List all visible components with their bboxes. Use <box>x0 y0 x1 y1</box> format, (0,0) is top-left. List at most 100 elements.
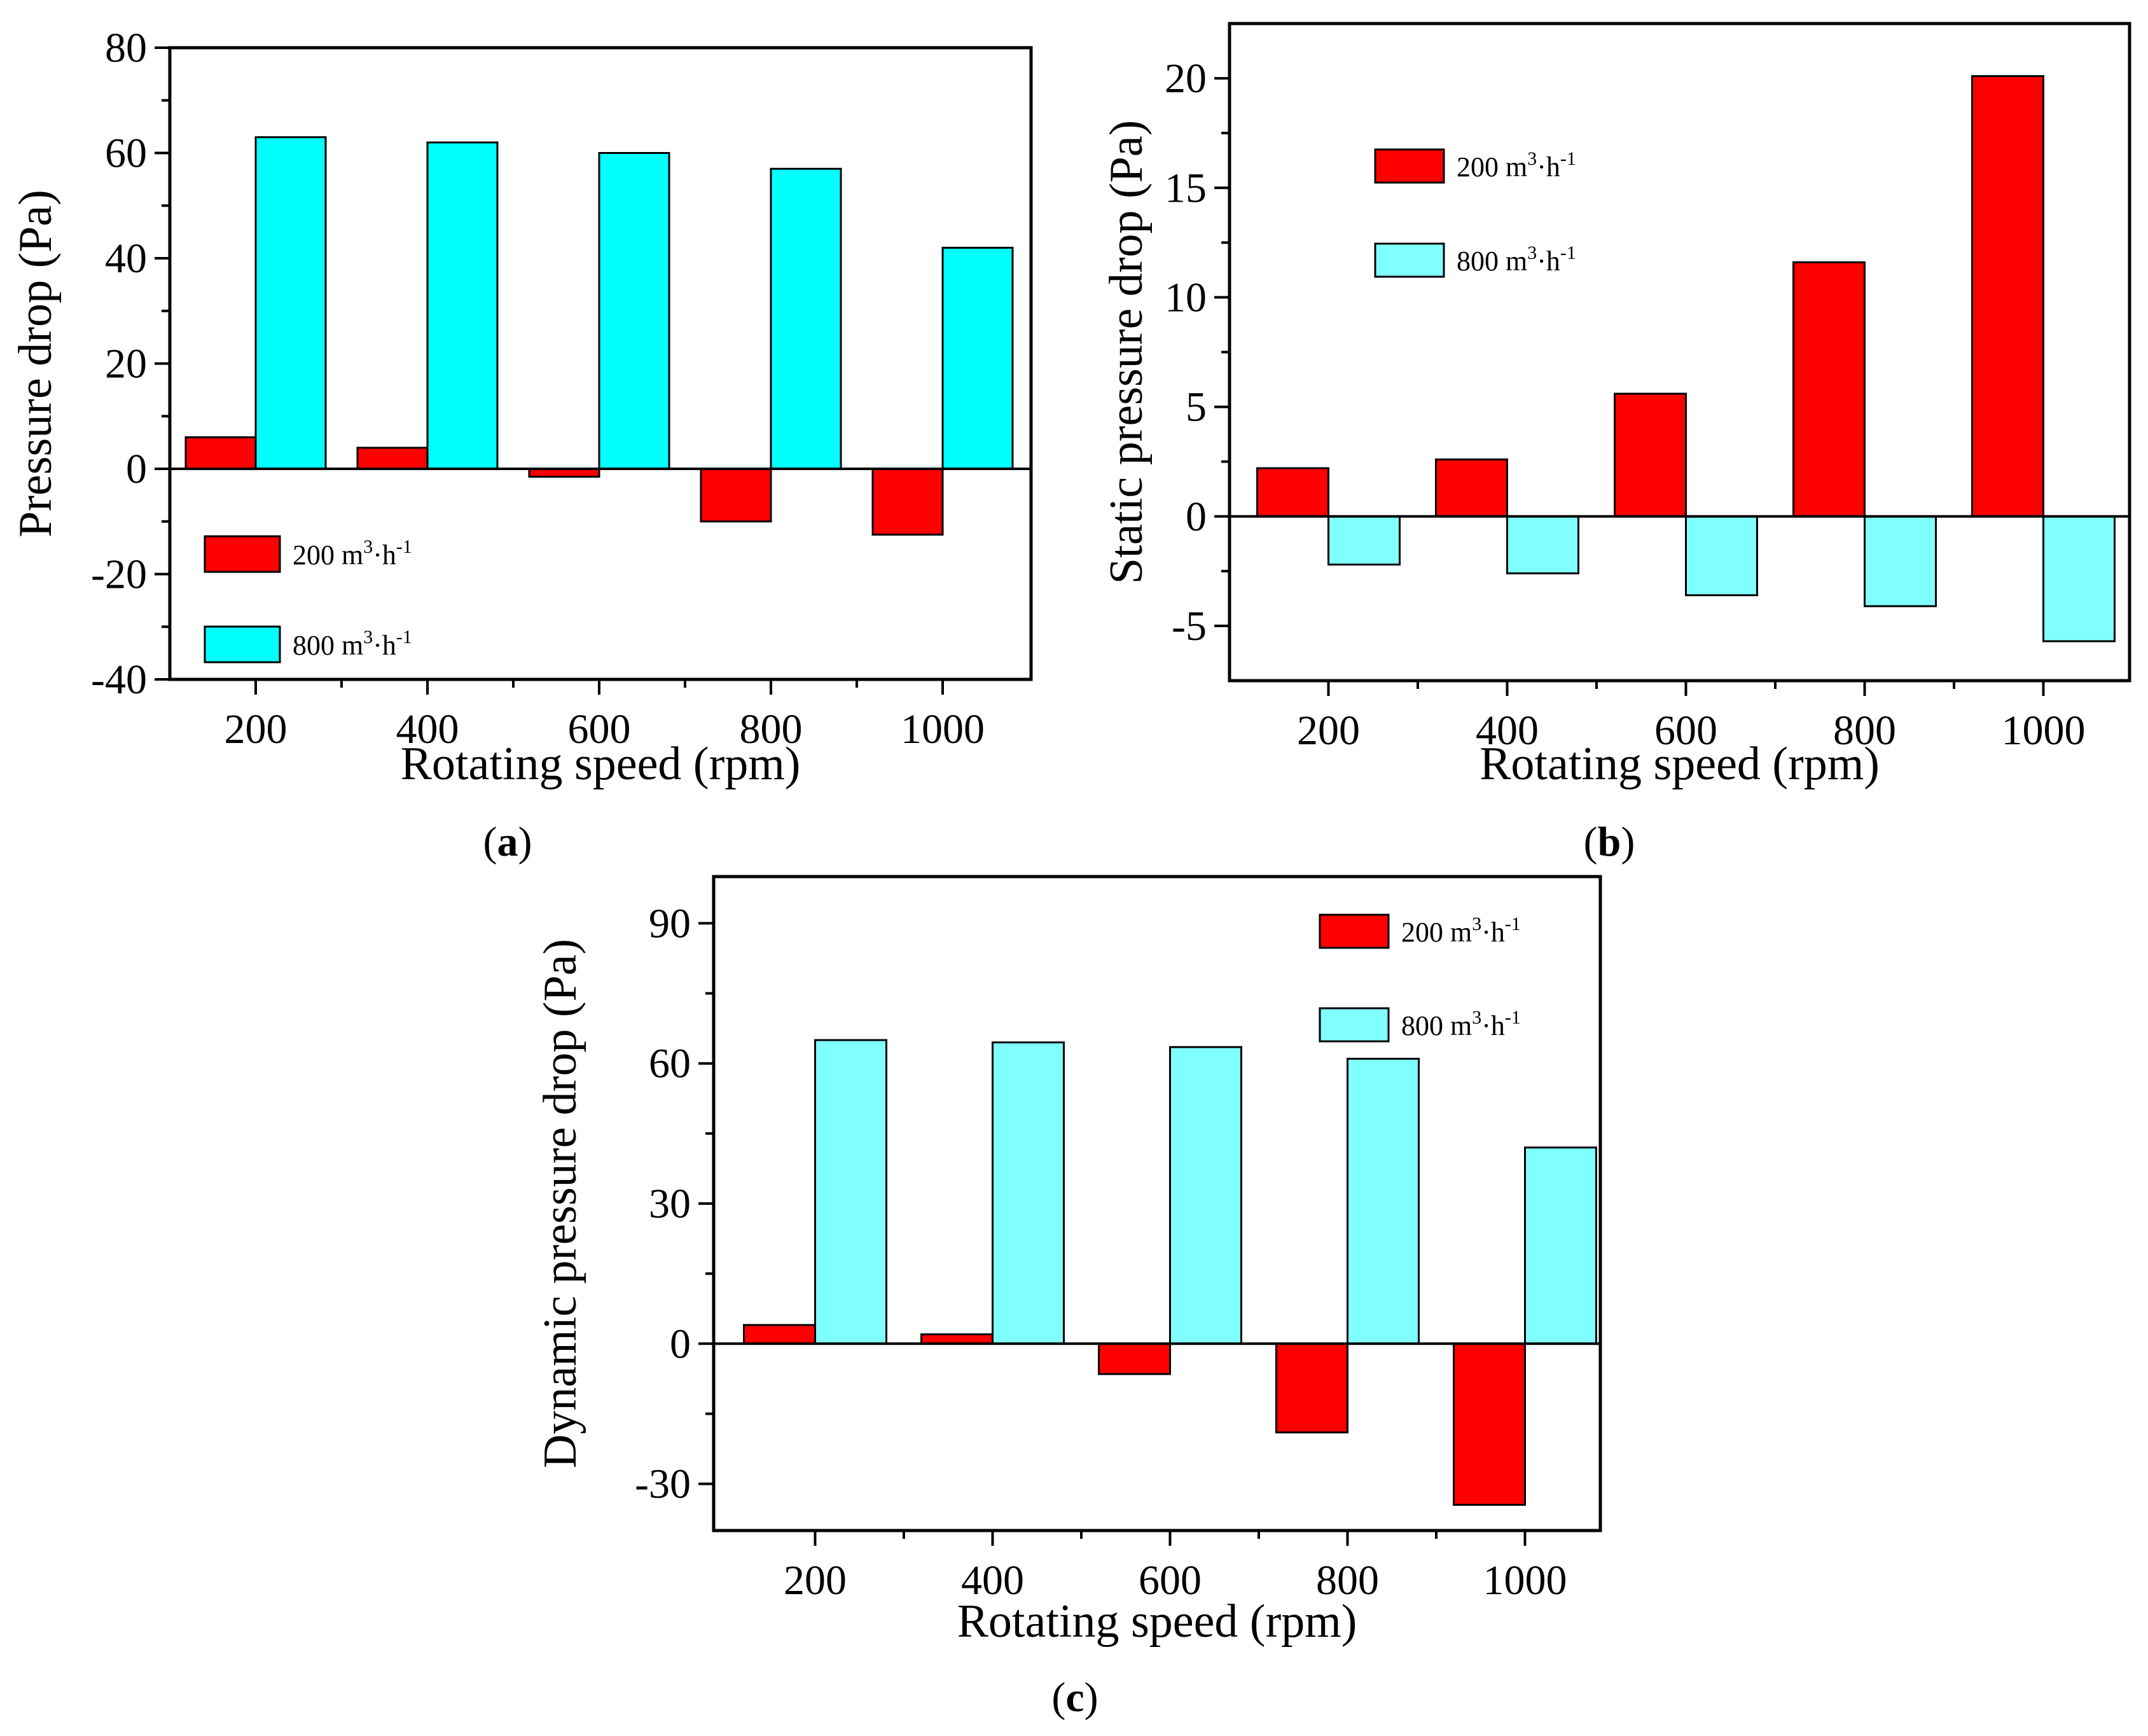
legend-label-1: 200 m3·h-1 <box>293 536 412 571</box>
bar-b-s2-600 <box>1685 515 1758 597</box>
legend-swatch-1 <box>1374 148 1445 184</box>
bar-a-s1-1000 <box>871 468 944 536</box>
legend-label-mid: ·h <box>1481 1010 1505 1041</box>
bar-c-s1-800 <box>1275 1342 1348 1434</box>
legend-label-mid: ·h <box>1537 151 1560 183</box>
bar-a-s2-400 <box>426 141 499 470</box>
caption-close: ) <box>518 819 532 865</box>
legend-label-sup: -1 <box>1560 148 1576 169</box>
y-tick-label: 10 <box>1165 274 1207 321</box>
x-tick-label: 400 <box>961 1557 1024 1604</box>
chart-panel-c: -30 0 30 60 90 200 400 600 800 1000 Rotating speed… <box>534 875 1602 1721</box>
x-tick-label: 800 <box>1833 707 1896 754</box>
legend-label-mid: ·h <box>1537 246 1560 277</box>
legend-label-mid: ·h <box>373 630 396 661</box>
bar-b-s2-800 <box>1864 515 1937 608</box>
legend-label-sup: 3 <box>1472 1007 1481 1028</box>
bar-a-s2-200 <box>254 136 327 470</box>
bar-c-s1-1000 <box>1453 1342 1526 1506</box>
bar-a-s1-200 <box>184 436 257 470</box>
y-tick-label: 20 <box>105 341 147 387</box>
x-tick-label: 200 <box>225 706 288 753</box>
legend-label-sup: 3 <box>1472 913 1481 934</box>
bar-a-s2-800 <box>770 167 842 470</box>
legend-label-sup: 3 <box>363 627 373 648</box>
x-axis-title: Rotating speed (rpm) <box>401 738 801 790</box>
legend-label-base: 200 m <box>1457 151 1527 183</box>
legend-swatch-2 <box>1374 242 1445 278</box>
y-tick-label: 60 <box>649 1041 691 1087</box>
caption-open: ( <box>483 819 497 865</box>
legend-label-2: 800 m3·h-1 <box>293 627 412 661</box>
caption-letter: a <box>497 819 518 865</box>
legend-label-base: 200 m <box>293 539 363 571</box>
y-tick-label: -20 <box>91 552 147 598</box>
bar-a-s2-1000 <box>941 246 1014 470</box>
y-tick-label: -40 <box>91 656 147 703</box>
y-tick-label: 0 <box>670 1321 691 1367</box>
legend-label-2: 800 m3·h-1 <box>1457 242 1576 277</box>
legend-label-mid: ·h <box>1481 917 1505 948</box>
bar-c-s2-1000 <box>1524 1146 1597 1345</box>
legend-label-base: 800 m <box>1401 1010 1472 1041</box>
x-axis-title: Rotating speed (rpm) <box>1479 738 1880 790</box>
x-tick-label: 400 <box>1476 707 1539 754</box>
legend-label-base: 800 m <box>1457 246 1527 277</box>
legend-swatch-2 <box>204 625 281 663</box>
caption-close: ) <box>1621 819 1635 865</box>
x-tick-label: 600 <box>1654 707 1717 754</box>
bar-b-s1-1000 <box>1971 75 2044 518</box>
legend-label-1: 200 m3·h-1 <box>1401 913 1521 948</box>
bar-c-s2-400 <box>992 1041 1065 1345</box>
bar-a-s1-400 <box>356 447 429 470</box>
y-tick-label: 40 <box>105 235 147 282</box>
y-tick-label: 80 <box>105 25 147 71</box>
legend-label-sup: 3 <box>363 536 373 557</box>
bar-b-s1-200 <box>1256 467 1329 518</box>
x-tick-label: 1000 <box>2002 707 2086 754</box>
y-tick-label: 20 <box>1165 55 1207 102</box>
legend-label-2: 800 m3·h-1 <box>1401 1007 1521 1041</box>
bar-c-s1-400 <box>920 1333 994 1345</box>
x-tick-label: 600 <box>568 706 631 753</box>
bar-a-s1-800 <box>700 468 772 523</box>
panel-caption: (b) <box>1584 819 1635 865</box>
chart-panel-a: -40 -20 0 20 40 60 80 200 400 600 800 1000 Rotating … <box>10 25 1033 865</box>
legend-label-1: 200 m3·h-1 <box>1457 148 1576 183</box>
x-tick-label: 1000 <box>901 706 985 753</box>
legend-label-sup: -1 <box>1505 913 1521 934</box>
x-tick-label: 800 <box>740 706 803 753</box>
caption-letter: c <box>1065 1674 1084 1721</box>
legend-label-sup: -1 <box>396 627 412 648</box>
legend-label-base: 200 m <box>1401 917 1472 948</box>
y-tick-label: 5 <box>1186 384 1207 431</box>
legend-label-sup: -1 <box>1505 1007 1521 1028</box>
x-tick-label: 200 <box>784 1557 847 1604</box>
y-tick-label: 0 <box>126 446 147 492</box>
caption-open: ( <box>1051 1674 1065 1721</box>
bar-c-s1-600 <box>1098 1342 1171 1375</box>
bar-b-s1-400 <box>1435 458 1508 518</box>
panel-caption: (c) <box>1051 1674 1098 1721</box>
y-tick-label: 30 <box>649 1181 691 1227</box>
caption-open: ( <box>1584 819 1598 865</box>
y-tick-label: -5 <box>1172 603 1207 649</box>
x-tick-label: 600 <box>1139 1557 1202 1604</box>
legend-swatch-1 <box>204 535 281 573</box>
x-tick-label: 800 <box>1316 1557 1379 1604</box>
x-tick-label: 200 <box>1297 707 1360 754</box>
x-tick-label: 1000 <box>1483 1557 1567 1604</box>
y-tick-label: -30 <box>635 1461 691 1508</box>
bar-b-s2-200 <box>1327 515 1401 566</box>
x-axis-title: Rotating speed (rpm) <box>957 1595 1357 1648</box>
legend-label-sup: -1 <box>1560 242 1576 263</box>
bar-b-s2-400 <box>1506 515 1579 574</box>
y-axis-title: Static pressure drop (Pa) <box>1100 120 1153 585</box>
bar-a-s2-600 <box>598 152 670 470</box>
bar-b-s1-600 <box>1614 392 1687 518</box>
legend-label-sup: 3 <box>1527 242 1537 263</box>
